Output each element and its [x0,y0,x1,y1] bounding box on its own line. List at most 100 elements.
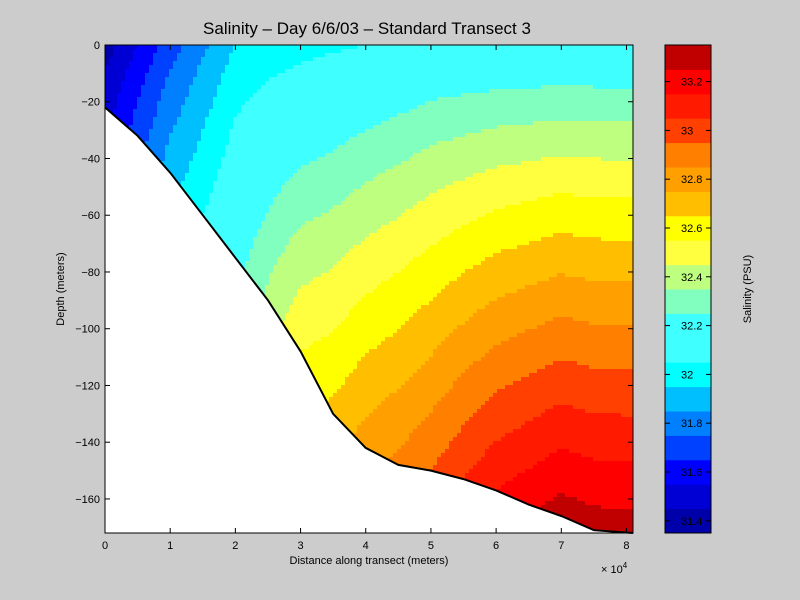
contour-cell [129,93,134,98]
contour-cell [177,137,182,142]
contour-cell [241,93,246,98]
contour-cell [213,221,218,226]
contour-cell [217,49,222,54]
contour-cell [109,65,114,70]
contour-cell [177,165,182,170]
contour-cell [221,233,226,238]
contour-cell [265,157,270,162]
contour-cell [205,141,210,146]
contour-cell [193,117,198,122]
contour-cell [209,121,214,126]
contour-cell [157,133,162,138]
contour-cell [193,101,198,106]
contour-cell [253,125,258,130]
contour-cell [173,85,178,90]
contour-cell [133,45,138,50]
contour-cell [225,145,230,150]
contour-cell [165,77,170,82]
contour-cell [189,193,194,198]
contour-cell [113,93,118,98]
contour-cell [117,61,122,66]
contour-cell [253,173,258,178]
contour-cell [193,185,198,190]
contour-cell [117,105,122,110]
contour-cell [177,69,182,74]
contour-cell [249,149,254,154]
contour-cell [181,129,186,134]
contour-cell [137,49,142,54]
contour-cell [261,157,266,162]
contour-cell [221,213,226,218]
contour-cell [241,97,246,102]
contour-cell [125,61,130,66]
contour-cell [261,69,266,74]
contour-cell [149,105,154,110]
contour-cell [161,149,166,154]
contour-cell [225,121,230,126]
contour-cell [153,129,158,134]
contour-cell [237,225,242,230]
contour-cell [229,137,234,142]
contour-cell [229,101,234,106]
contour-cell [265,101,270,106]
contour-cell [109,49,114,54]
contour-cell [213,49,218,54]
contour-cell [161,85,166,90]
contour-cell [181,105,186,110]
contour-cell [161,109,166,114]
contour-cell [229,173,234,178]
contour-cell [161,145,166,150]
contour-cell [149,145,154,150]
contour-cell [133,81,138,86]
contour-cell [237,85,242,90]
contour-cell [169,125,174,130]
contour-cell [129,125,134,130]
contour-cell [193,137,198,142]
contour-cell [221,149,226,154]
contour-cell [201,177,206,182]
contour-cell [257,169,262,174]
contour-cell [237,93,242,98]
contour-cell [237,177,242,182]
contour-cell [181,141,186,146]
contour-cell [189,57,194,62]
contour-cell [233,245,238,250]
contour-cell [121,57,126,62]
contour-cell [245,205,250,210]
contour-cell [265,49,270,54]
contour-cell [169,81,174,86]
contour-cell [169,137,174,142]
contour-cell [225,169,230,174]
contour-cell [265,61,270,66]
contour-cell [149,97,154,102]
contour-cell [193,181,198,186]
contour-cell [157,149,162,154]
contour-cell [265,229,270,234]
contour-cell [153,149,158,154]
contour-cell [177,121,182,126]
contour-cell [245,197,250,202]
contour-cell [225,141,230,146]
contour-cell [141,97,146,102]
contour-cell [249,221,254,226]
contour-cell [105,69,110,74]
contour-cell [265,81,270,86]
contour-cell [233,189,238,194]
contour-cell [213,153,218,158]
contour-cell [205,61,210,66]
contour-cell [265,45,270,50]
contour-cell [137,85,142,90]
contour-cell [233,77,238,82]
contour-cell [153,109,158,114]
contour-cell [137,105,142,110]
contour-cell [197,105,202,110]
contour-cell [209,213,214,218]
contour-cell [221,141,226,146]
contour-cell [217,129,222,134]
contour-cell [233,241,238,246]
contour-cell [233,117,238,122]
contour-cell [125,53,130,58]
contour-cell [229,221,234,226]
contour-cell [213,89,218,94]
contour-cell [253,237,258,242]
